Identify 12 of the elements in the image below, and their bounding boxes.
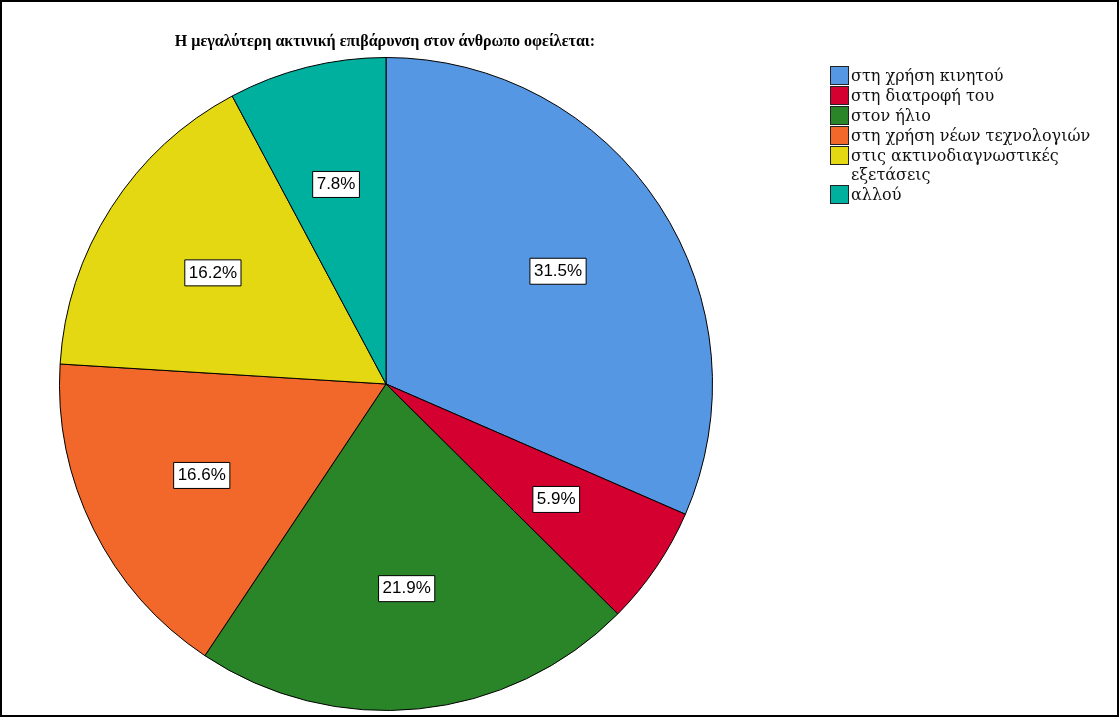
data-label: 16.2% [188, 262, 238, 282]
chart-title: Η μεγαλύτερη ακτινική επιβάρυνση στον άνθρωπο οφείλεται: [173, 32, 597, 50]
legend-label: στη χρήση νέων τεχνολογιών [851, 126, 1091, 145]
data-label: 5.9% [536, 489, 576, 509]
legend-label: στον ήλιο [851, 106, 931, 125]
data-label: 31.5% [533, 260, 583, 280]
legend-label: αλλού [851, 185, 902, 204]
data-label: 21.9% [382, 578, 431, 598]
legend-label: στη διατροφή του [851, 86, 995, 105]
data-label: 16.6% [177, 465, 226, 485]
data-label: 7.8% [316, 174, 356, 194]
legend-label: στη χρήση κινητού [851, 66, 1004, 85]
